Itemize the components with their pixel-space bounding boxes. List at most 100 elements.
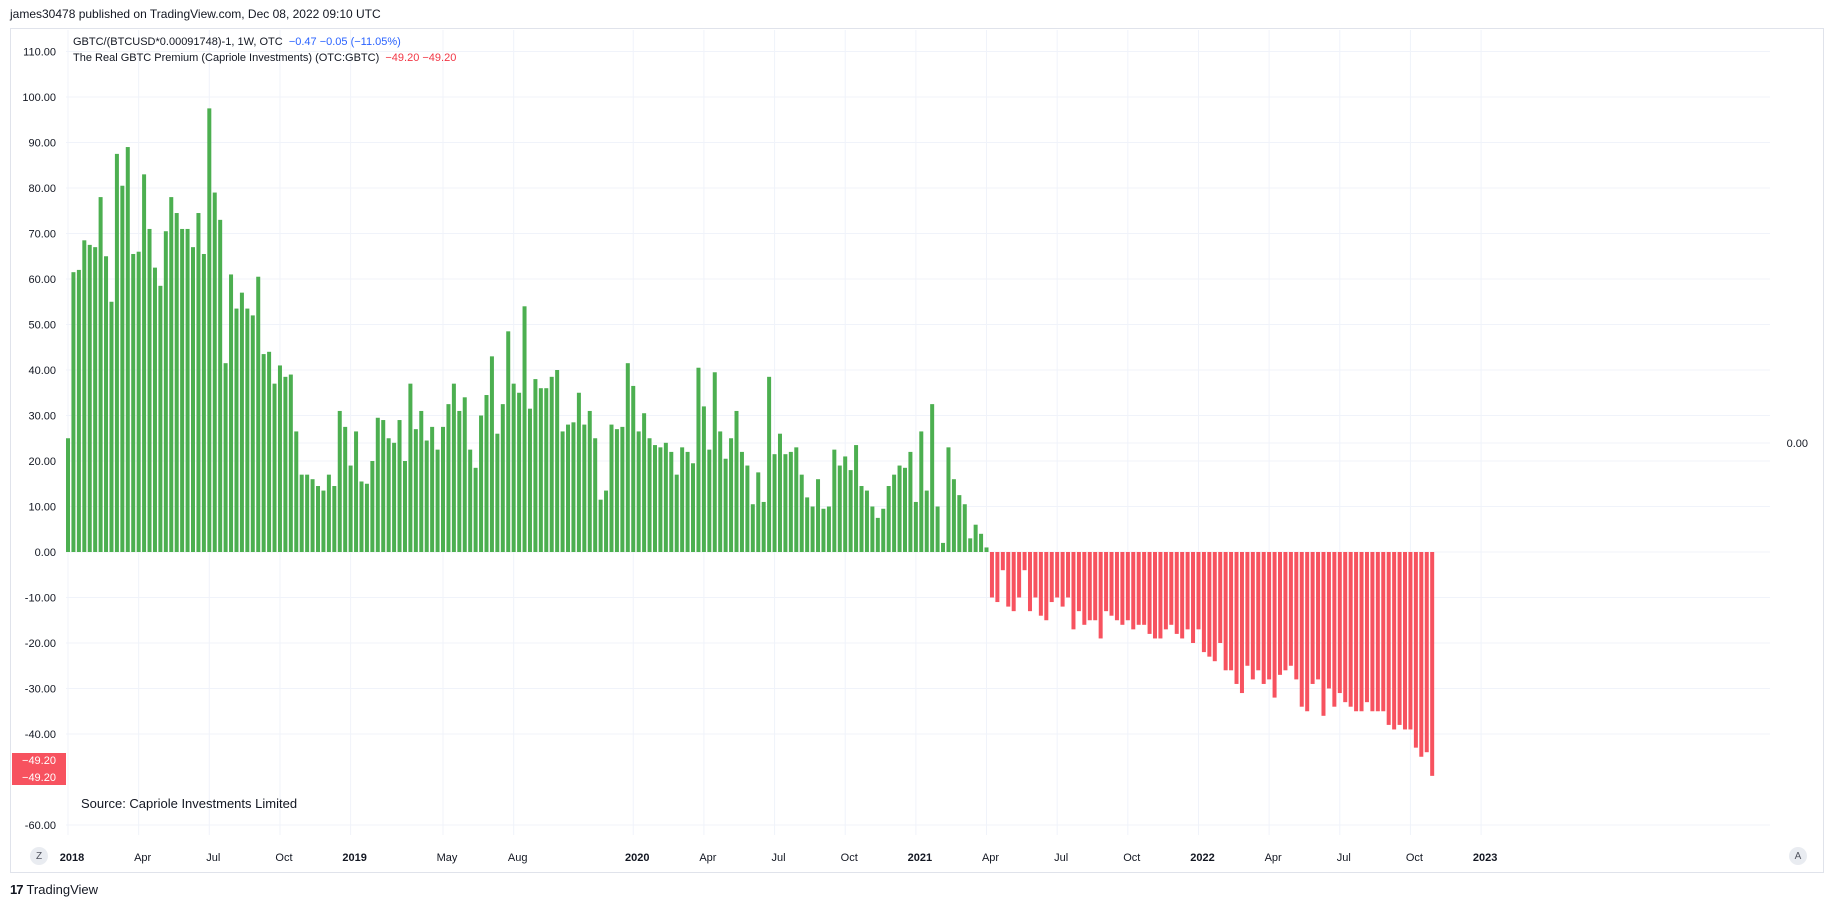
bar <box>696 367 701 553</box>
bar <box>701 406 706 552</box>
bar <box>680 447 685 552</box>
bar <box>66 438 70 552</box>
bar <box>935 506 940 552</box>
bar <box>669 451 674 552</box>
bar <box>712 372 717 552</box>
bar <box>843 456 848 552</box>
y-tick-label: -60.00 <box>25 820 56 832</box>
y-tick-label: 60.00 <box>28 274 56 286</box>
bar <box>163 231 168 553</box>
bar <box>397 420 402 552</box>
bar <box>1201 552 1206 653</box>
y-tick-label: 90.00 <box>28 138 56 150</box>
y-tick-label: -20.00 <box>25 638 56 650</box>
bar <box>1163 552 1168 630</box>
bar <box>114 153 119 553</box>
bar <box>642 413 647 553</box>
bar <box>1174 552 1179 634</box>
bar <box>631 385 636 552</box>
bar <box>1408 552 1413 730</box>
bar <box>837 465 842 552</box>
bar <box>859 486 864 552</box>
bar <box>848 470 853 552</box>
bar <box>1364 552 1369 703</box>
x-tick-label: Apr <box>1265 852 1282 864</box>
y-tick-label: 100.00 <box>22 92 56 104</box>
bar <box>370 461 375 552</box>
bar <box>152 267 157 553</box>
bar <box>174 213 179 552</box>
bar <box>277 365 282 552</box>
tradingview-brand[interactable]: TradingView <box>26 882 99 897</box>
bar <box>1305 552 1310 712</box>
legend-line-1: GBTC/(BTCUSD*0.00091748)-1, 1W, OTC −0.4… <box>73 34 456 50</box>
bar <box>984 547 989 552</box>
bar <box>1147 552 1152 634</box>
bar <box>620 426 625 553</box>
bar <box>566 424 571 552</box>
bar <box>1386 552 1391 725</box>
bar <box>1153 552 1157 639</box>
bar <box>913 501 918 552</box>
bar <box>756 472 761 553</box>
bar <box>109 301 114 552</box>
bar <box>1104 552 1109 612</box>
bar <box>761 501 766 552</box>
bar <box>1424 552 1429 753</box>
tradingview-logo[interactable]: 17 <box>10 882 24 897</box>
source-note: Source: Capriole Investments Limited <box>81 796 298 811</box>
bar <box>951 479 956 552</box>
bar <box>1136 552 1141 625</box>
bar <box>1234 552 1239 684</box>
bar <box>832 449 837 553</box>
bar <box>604 490 609 552</box>
bar <box>544 388 549 552</box>
bar <box>723 458 728 552</box>
bar <box>1076 552 1081 612</box>
bar <box>1321 552 1326 716</box>
auto-scale-button[interactable]: A <box>1789 847 1807 865</box>
legend-symbol-2[interactable]: The Real GBTC Premium (Capriole Investme… <box>73 52 380 64</box>
x-tick-label: Apr <box>982 852 999 864</box>
bar <box>658 447 663 552</box>
bar <box>343 426 348 553</box>
bar <box>462 397 467 552</box>
bar <box>392 442 397 552</box>
bar <box>1348 552 1353 707</box>
bar <box>1310 552 1315 684</box>
bar <box>517 392 522 552</box>
legend-symbol-1[interactable]: GBTC/(BTCUSD*0.00091748)-1, 1W, OTC <box>73 36 283 48</box>
bar <box>169 197 174 552</box>
bar <box>419 410 424 552</box>
y-tick-label: -30.00 <box>25 684 56 696</box>
bar <box>576 392 581 552</box>
bar <box>663 442 668 552</box>
bar <box>239 292 244 552</box>
bar <box>283 376 288 552</box>
zoom-button[interactable]: Z <box>30 847 48 865</box>
bar <box>1294 552 1299 680</box>
bar <box>957 495 962 553</box>
bar <box>451 383 456 552</box>
bar <box>582 424 587 552</box>
bar <box>402 461 407 552</box>
bar <box>1250 552 1255 680</box>
bar <box>1000 552 1005 571</box>
bar <box>1261 552 1266 684</box>
bar <box>305 474 310 552</box>
bar <box>1223 552 1228 671</box>
bar <box>316 486 321 552</box>
bar <box>767 376 772 552</box>
bar <box>875 517 880 553</box>
bar <box>750 504 755 552</box>
bar <box>1381 552 1386 712</box>
y-tick-label: -40.00 <box>25 729 56 741</box>
bar <box>191 247 195 552</box>
bar <box>674 474 679 552</box>
bar <box>234 308 239 552</box>
bar <box>120 185 125 553</box>
bar <box>1326 552 1331 689</box>
bar <box>652 445 657 552</box>
bar <box>424 440 429 552</box>
